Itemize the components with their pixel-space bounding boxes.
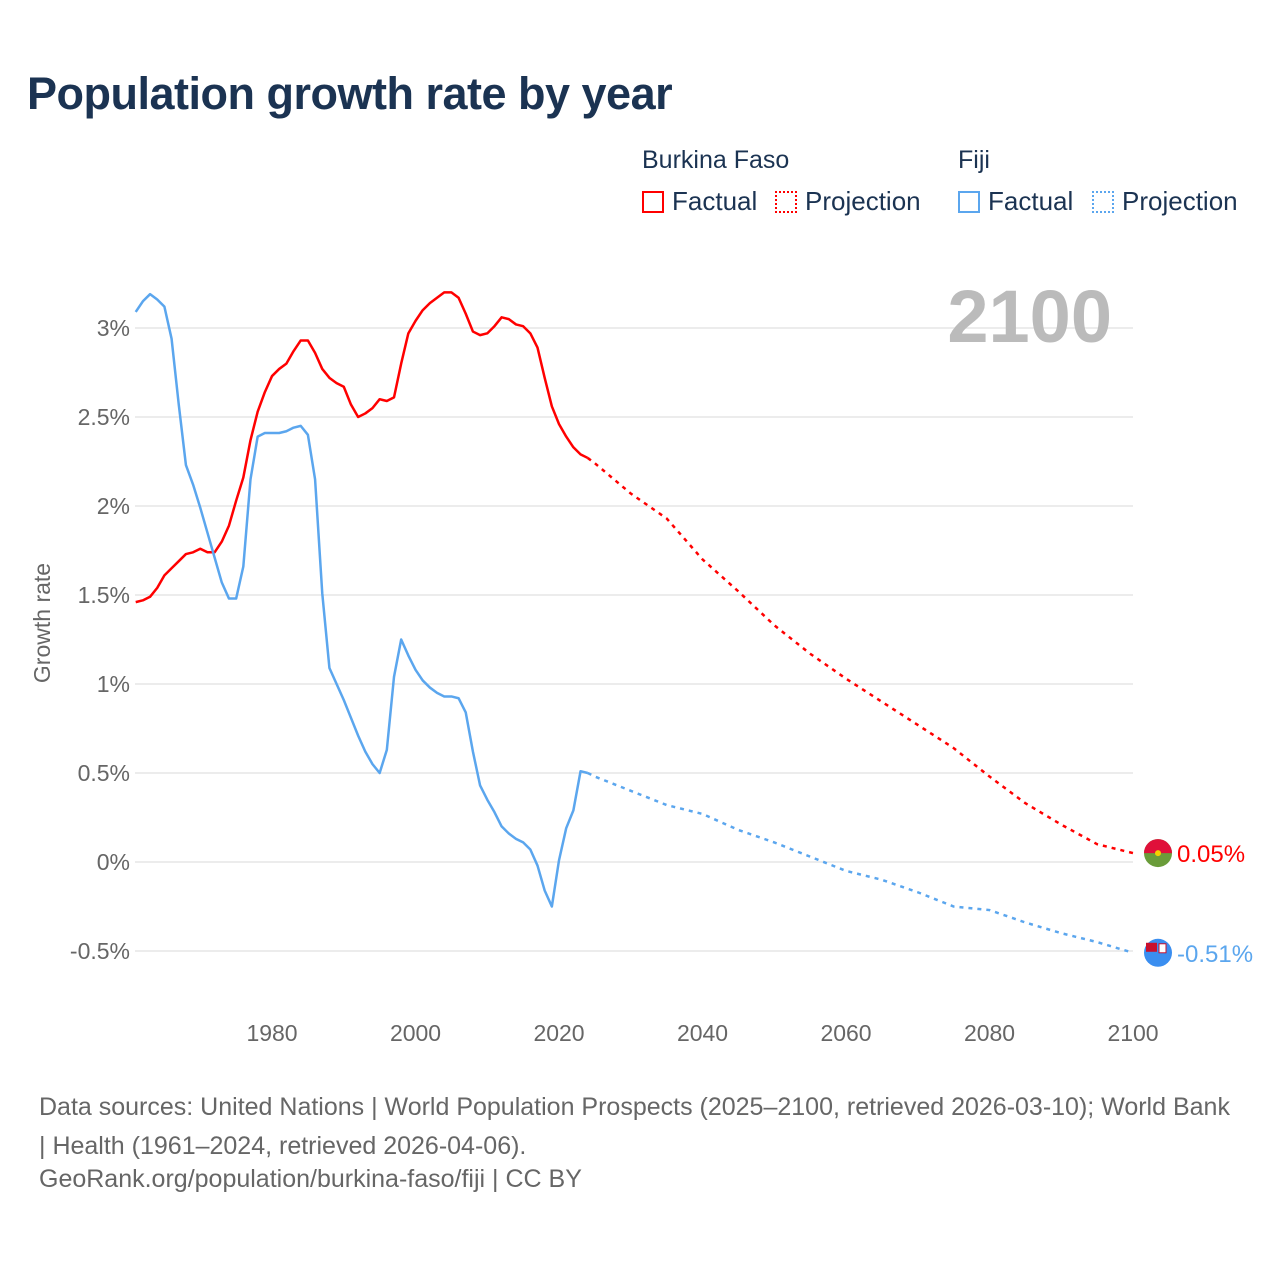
y-tick-label: 0.5% bbox=[78, 760, 130, 786]
legend-swatch-solid bbox=[958, 190, 980, 213]
legend-fiji-projection[interactable]: Projection bbox=[1092, 186, 1238, 217]
legend-group-burkina-faso: Burkina Faso bbox=[642, 146, 790, 174]
y-tick-label: 1% bbox=[97, 671, 130, 697]
chart-title: Population growth rate by year bbox=[27, 68, 673, 119]
y-tick-label: 2.5% bbox=[78, 404, 130, 430]
legend-swatch-solid bbox=[642, 190, 664, 213]
x-tick-label: 1980 bbox=[246, 1020, 297, 1046]
flag-star bbox=[1155, 850, 1161, 857]
x-tick-label: 2040 bbox=[677, 1020, 728, 1046]
series-line-burkina-faso-projection bbox=[586, 456, 1134, 855]
legend-label: Projection bbox=[805, 186, 921, 216]
y-tick-label: 1.5% bbox=[78, 582, 130, 608]
legend-label: Projection bbox=[1122, 186, 1238, 216]
y-tick-label: 3% bbox=[97, 315, 130, 341]
legend-label: Factual bbox=[672, 186, 758, 216]
flag-burkina-faso-icon bbox=[1144, 839, 1172, 868]
credit-link[interactable]: GeoRank.org/population/burkina-faso/fiji… bbox=[39, 1165, 582, 1193]
legend-swatch-dotted bbox=[1092, 190, 1114, 213]
data-sources: Data sources: United Nations | World Pop… bbox=[39, 1093, 1230, 1160]
y-tick-label: 0% bbox=[97, 849, 130, 875]
legend-group-fiji: Fiji bbox=[958, 146, 990, 174]
y-axis-label: Growth rate bbox=[29, 563, 55, 683]
x-tick-label: 2020 bbox=[533, 1020, 584, 1046]
series-line-burkina-faso-factual bbox=[135, 291, 589, 604]
legend-swatch-dotted bbox=[775, 190, 797, 213]
end-value-label: 0.05% bbox=[1177, 841, 1245, 868]
legend-label: Factual bbox=[988, 186, 1074, 216]
legend-burkina-projection[interactable]: Projection bbox=[775, 186, 921, 217]
x-tick-label: 2000 bbox=[390, 1020, 441, 1046]
line-chart: -0.5% 0% 0.5% 1% 1.5% 2% 2.5% 3% 1980 2000 2020 204… bbox=[29, 275, 1253, 1046]
series-line-fiji-projection bbox=[587, 771, 1134, 954]
legend-fiji-factual[interactable]: Factual bbox=[958, 186, 1073, 217]
flag-top bbox=[1144, 839, 1172, 854]
x-tick-label: 2060 bbox=[820, 1020, 871, 1046]
end-value-label: -0.51% bbox=[1177, 941, 1253, 968]
y-tick-label: 2% bbox=[97, 493, 130, 519]
series-line-fiji-factual bbox=[134, 292, 589, 908]
flag-union bbox=[1146, 942, 1157, 952]
y-tick-label: -0.5% bbox=[70, 938, 130, 964]
flag-fiji-icon bbox=[1144, 938, 1172, 967]
legend-burkina-factual[interactable]: Factual bbox=[642, 186, 757, 217]
x-tick-label: 2100 bbox=[1107, 1020, 1158, 1046]
year-badge: 2100 bbox=[947, 275, 1112, 358]
x-tick-label: 2080 bbox=[964, 1020, 1015, 1046]
flag-shield bbox=[1158, 943, 1167, 954]
